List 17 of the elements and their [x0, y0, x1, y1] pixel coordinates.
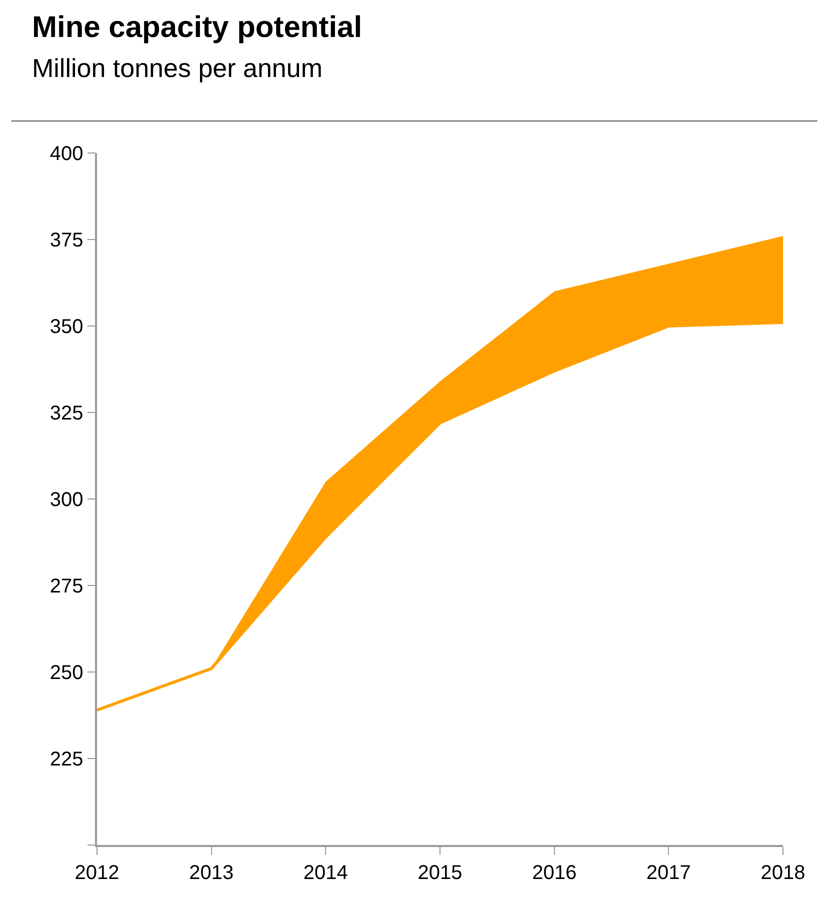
y-tick-label: 400 [50, 143, 84, 165]
x-tick-label: 2014 [303, 862, 348, 884]
y-tick-label: 250 [50, 662, 84, 684]
y-tick-label: 325 [50, 402, 84, 424]
chart-subtitle: Million tonnes per annum [32, 53, 322, 83]
x-tick-label: 2015 [418, 862, 462, 884]
y-tick-label: 350 [50, 316, 84, 338]
chart-title: Mine capacity potential [32, 11, 362, 44]
y-tick-label: 225 [50, 748, 84, 770]
x-tick-label: 2018 [760, 862, 806, 884]
x-tick-label: 2013 [189, 862, 234, 884]
x-tick-label: 2017 [646, 862, 691, 884]
x-tick-label: 2016 [532, 862, 577, 884]
x-tick-label: 2012 [74, 862, 120, 884]
y-tick-label: 300 [50, 489, 84, 511]
y-tick-label: 375 [50, 230, 84, 252]
y-tick-label: 275 [50, 576, 84, 598]
